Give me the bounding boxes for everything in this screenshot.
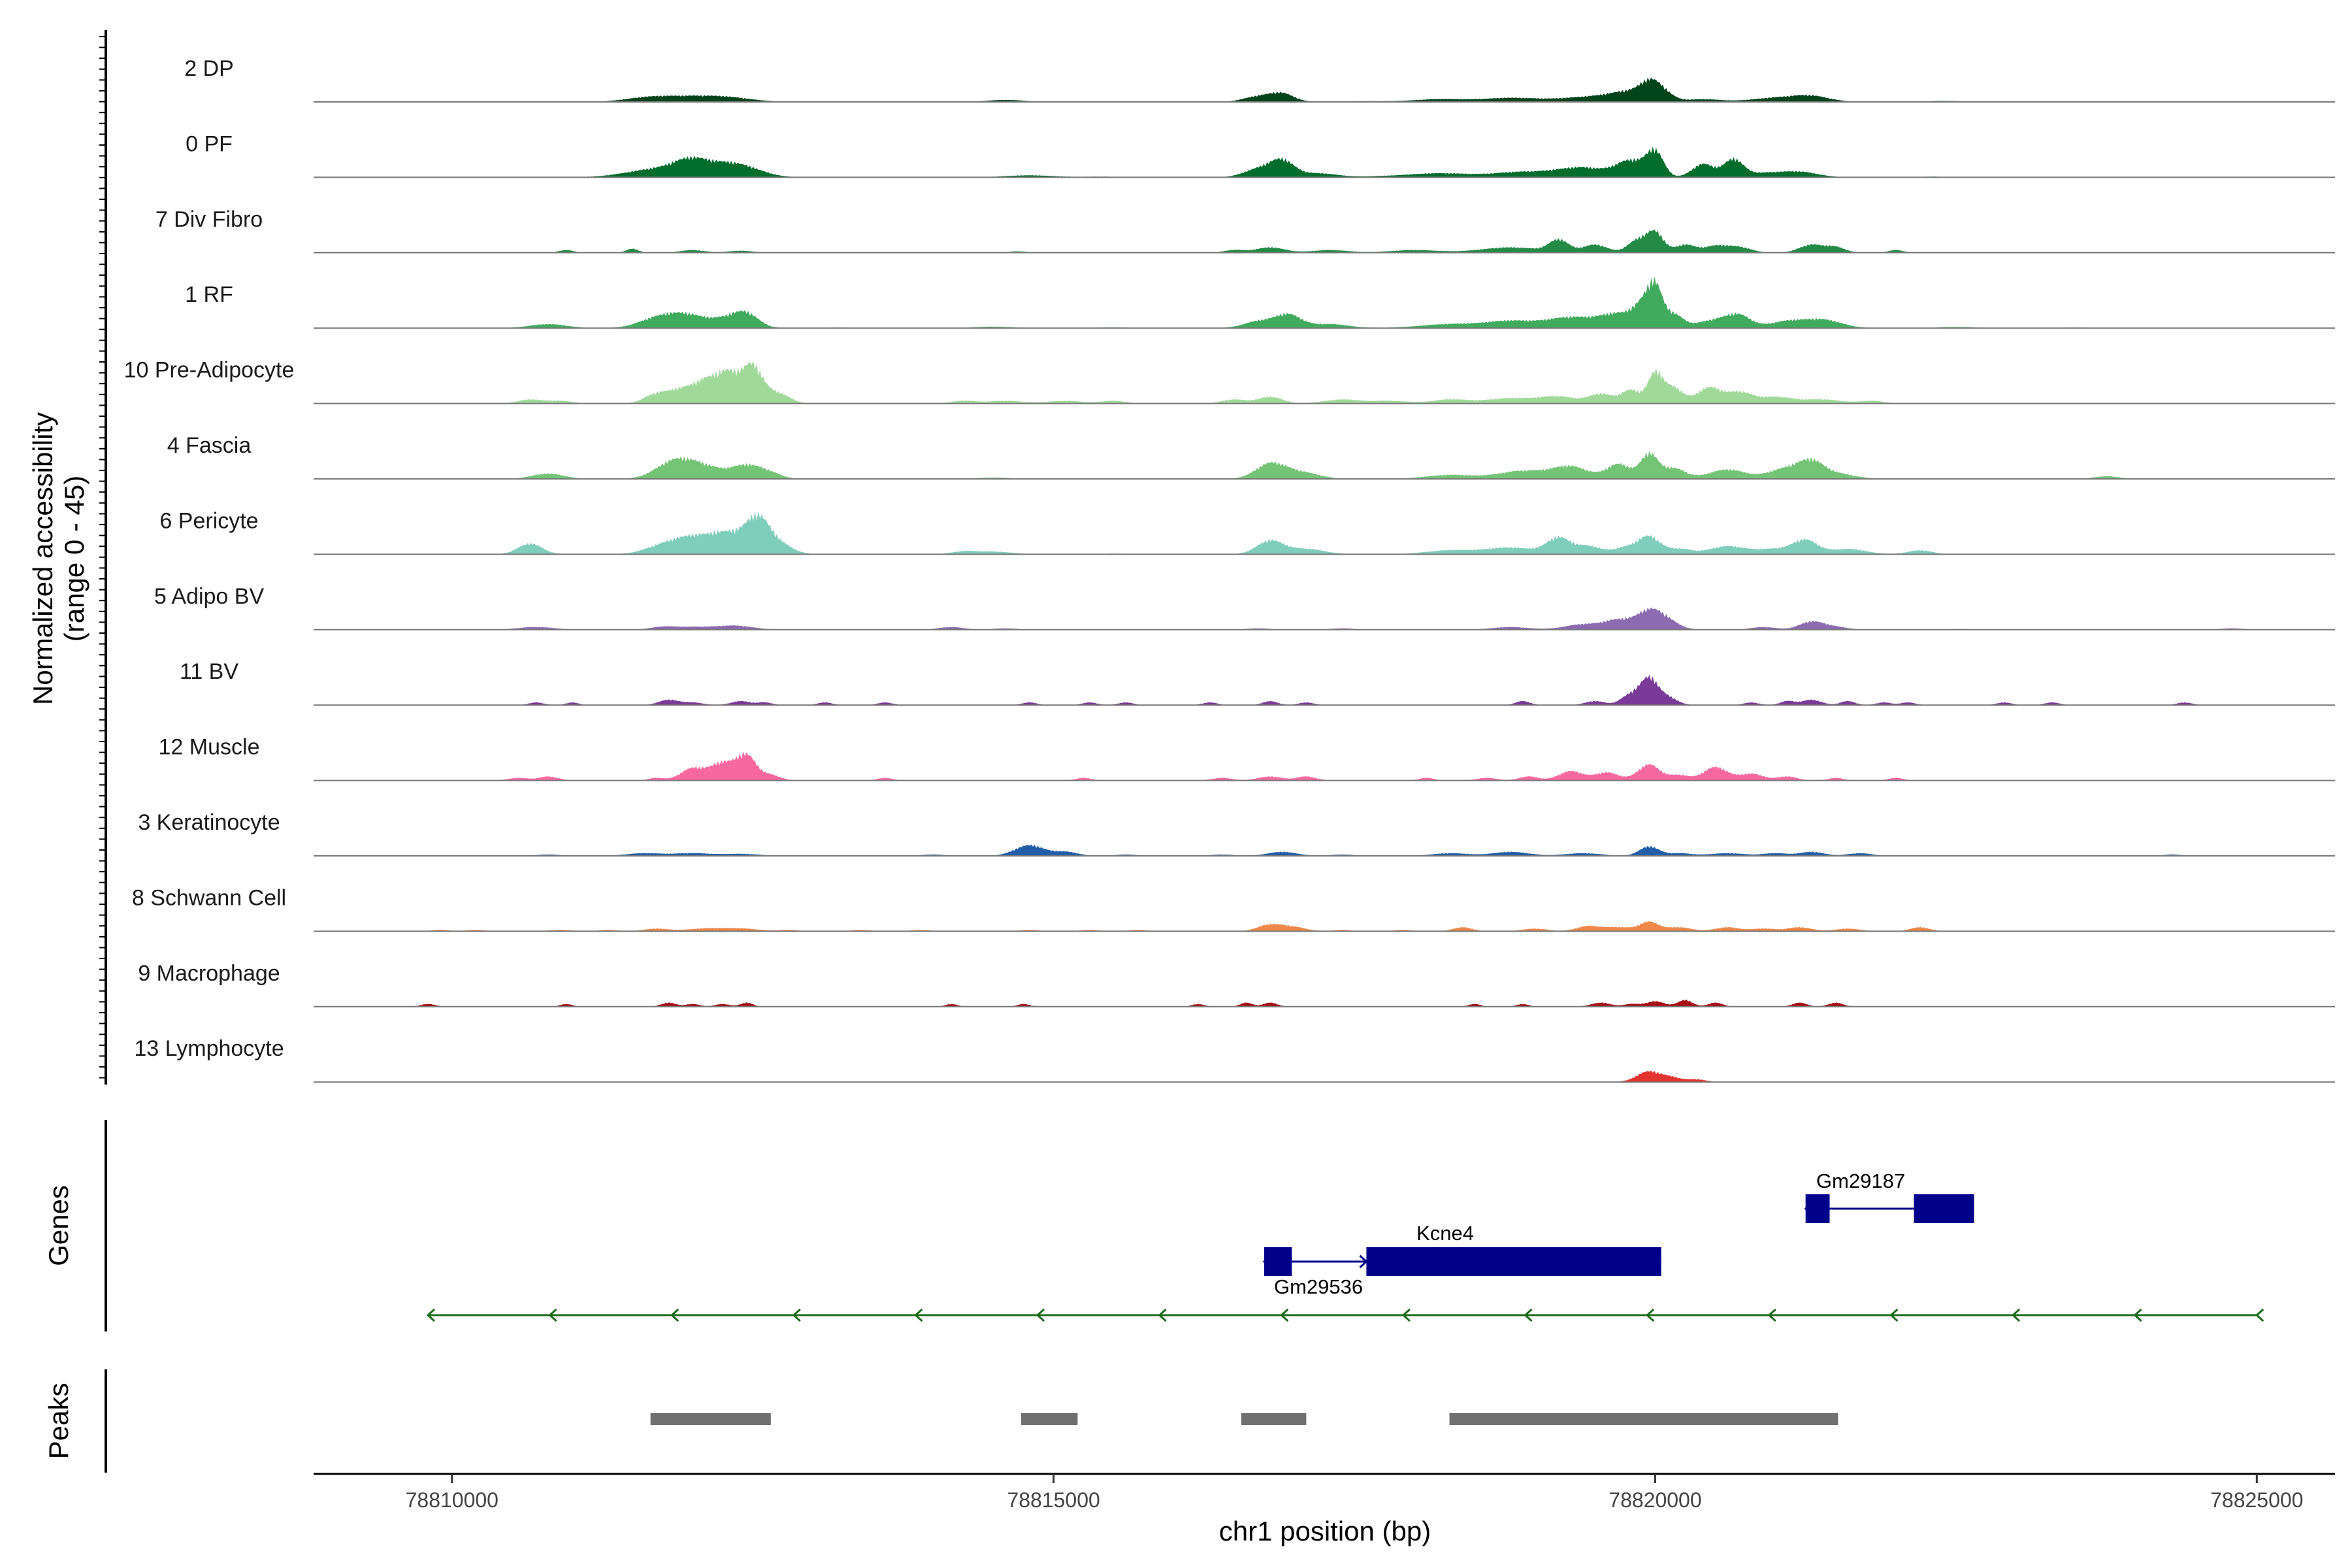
strand-arrow — [914, 1308, 923, 1322]
coverage-area — [314, 361, 2335, 404]
coverage-area — [314, 607, 2335, 630]
peak-regions — [650, 1413, 1838, 1425]
gene-label: Kcne4 — [1416, 1222, 1474, 1245]
strand-arrow — [426, 1308, 435, 1322]
track-label: 11 BV — [180, 659, 238, 684]
gene-gm29187: Gm29187 — [1804, 1169, 1974, 1223]
x-tick-label: 78825000 — [2210, 1488, 2303, 1512]
peaks-track-label: Peaks — [43, 1383, 74, 1460]
x-tick-label: 78820000 — [1609, 1488, 1701, 1512]
track-label: 9 Macrophage — [138, 961, 280, 986]
x-tick-label: 78815000 — [1007, 1488, 1100, 1512]
coverage-area — [314, 999, 2335, 1007]
peak-bar — [1449, 1413, 1838, 1425]
peak-bar — [1241, 1413, 1307, 1425]
gene-kcne4: Kcne4 — [1359, 1222, 1661, 1276]
track-1-rf: 1 RF — [185, 276, 2335, 329]
coverage-area — [314, 229, 2335, 253]
gene-annotations: Gm29187 Kcne4 Gm29536 — [426, 1169, 2264, 1322]
strand-arrow — [2133, 1308, 2142, 1322]
track-label: 3 Keratinocyte — [138, 810, 280, 835]
genes-track-label: Genes — [43, 1185, 74, 1266]
coverage-area — [314, 1070, 2335, 1083]
track-label: 5 Adipo BV — [154, 584, 265, 609]
track-label: 4 Fascia — [167, 433, 252, 458]
track-13-lymphocyte: 13 Lymphocyte — [134, 1036, 2335, 1083]
track-label: 1 RF — [185, 282, 233, 307]
track-3-keratinocyte: 3 Keratinocyte — [138, 810, 2335, 857]
coverage-area — [314, 450, 2335, 479]
coverage-area — [314, 674, 2335, 706]
track-label: 7 Div Fibro — [155, 207, 263, 232]
track-label: 6 Pericyte — [159, 508, 258, 533]
y-axis-title-line2: (range 0 - 45) — [59, 476, 90, 642]
track-11-bv: 11 BV — [180, 659, 2335, 706]
coverage-area — [314, 276, 2335, 329]
track-2-dp: 2 DP — [184, 56, 2335, 103]
strand-arrow — [670, 1308, 679, 1322]
track-label: 8 Schwann Cell — [132, 885, 286, 910]
track-4-fascia: 4 Fascia — [167, 433, 2335, 480]
gene-exon — [1914, 1194, 1974, 1223]
track-label: 2 DP — [184, 56, 234, 81]
strand-arrow — [548, 1308, 557, 1322]
track-0-pf: 0 PF — [186, 131, 2335, 178]
y-axis-title-line1: Normalized accessibility — [27, 412, 58, 705]
gene-exon — [1366, 1247, 1369, 1276]
strand-arrow — [1524, 1308, 1533, 1322]
strand-arrow — [1036, 1308, 1045, 1322]
gene-long-transcript — [426, 1308, 2264, 1322]
strand-arrow — [1889, 1308, 1899, 1322]
peak-bar — [650, 1413, 771, 1425]
gene-label: Gm29536 — [1274, 1275, 1363, 1298]
strand-arrow — [1645, 1308, 1655, 1322]
coverage-area — [314, 921, 2335, 932]
strand-arrow — [1767, 1308, 1776, 1322]
coverage-area — [314, 77, 2335, 102]
gene-exon — [1264, 1247, 1292, 1276]
coverage-area — [314, 844, 2335, 856]
track-label: 0 PF — [186, 131, 233, 156]
coverage-area — [314, 146, 2335, 178]
strand-arrow — [2255, 1308, 2264, 1322]
track-10-pre-adipocyte: 10 Pre-Adipocyte — [124, 358, 2335, 404]
strand-arrow — [1158, 1308, 1167, 1322]
strand-arrow — [792, 1308, 801, 1322]
strand-arrow — [1804, 1201, 1813, 1216]
y-axis-ticks — [99, 36, 106, 1079]
track-8-schwann-cell: 8 Schwann Cell — [132, 885, 2335, 932]
gene-gm29536: Gm29536 — [1262, 1247, 1369, 1298]
x-axis-title: chr1 position (bp) — [1219, 1516, 1431, 1546]
x-axis-ticks: 78810000 78815000 78820000 78825000 — [406, 1474, 2303, 1512]
coverage-tracks: 2 DP 0 PF 7 Div Fibro 1 RF 10 Pre-Adipocyte 4… — [124, 56, 2335, 1083]
track-label: 12 Muscle — [159, 735, 260, 760]
track-6-pericyte: 6 Pericyte — [159, 508, 2335, 555]
strand-arrow — [2011, 1308, 2021, 1322]
track-5-adipo-bv: 5 Adipo BV — [154, 584, 2335, 630]
coverage-area — [314, 512, 2335, 555]
coverage-area — [314, 751, 2335, 781]
track-label: 13 Lymphocyte — [134, 1036, 284, 1061]
peak-bar — [1021, 1413, 1078, 1425]
gene-label: Gm29187 — [1816, 1169, 1905, 1192]
gene-exon — [1366, 1247, 1661, 1276]
strand-arrow — [1262, 1254, 1271, 1269]
gene-exon — [1805, 1194, 1830, 1223]
track-7-div-fibro: 7 Div Fibro — [155, 207, 2335, 253]
track-12-muscle: 12 Muscle — [159, 735, 2335, 781]
x-tick-label: 78810000 — [406, 1488, 498, 1512]
strand-arrow — [1280, 1308, 1289, 1322]
track-label: 10 Pre-Adipocyte — [124, 358, 295, 383]
strand-arrow — [1401, 1308, 1411, 1322]
track-9-macrophage: 9 Macrophage — [138, 961, 2335, 1007]
